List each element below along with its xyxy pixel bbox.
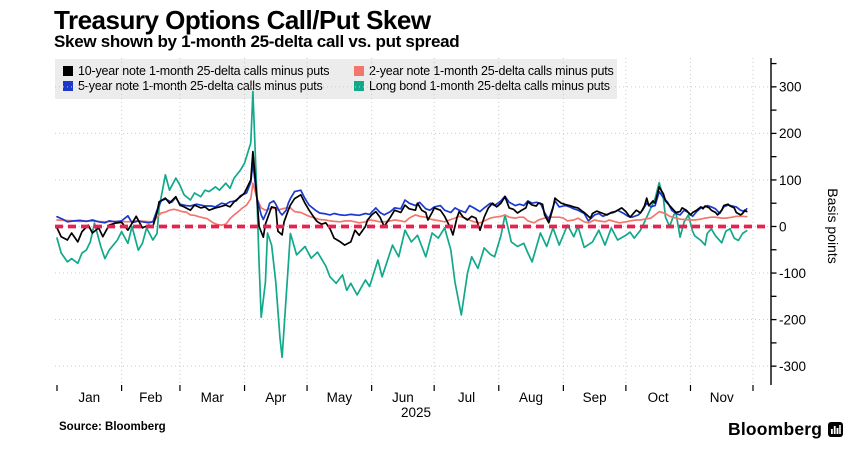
x-tick-label: Feb: [139, 390, 162, 405]
y-tick-label: -200: [779, 312, 806, 327]
y-tick-label: 300: [779, 80, 802, 95]
source-note: Source: Bloomberg: [59, 421, 166, 433]
legend-swatch-5-year: [63, 81, 73, 91]
y-tick-label: 100: [779, 173, 802, 188]
legend-label-2-year: 2-year note 1-month 25-delta calls minus…: [369, 64, 614, 78]
chart-legend: 10-year note 1-month 25-delta calls minu…: [55, 59, 617, 99]
legend-label-5-year: 5-year note 1-month 25-delta calls minus…: [78, 79, 323, 93]
y-tick-label: -100: [779, 266, 806, 281]
legend-item-2-year: 2-year note 1-month 25-delta calls minus…: [354, 64, 614, 78]
bloomberg-wordmark: Bloomberg: [728, 419, 823, 439]
y-tick-label: -300: [779, 359, 806, 374]
x-tick-label: Jul: [458, 390, 475, 405]
chart-subtitle: Skew shown by 1-month 25-delta call vs. …: [54, 32, 460, 51]
series-line-3: [56, 90, 748, 359]
series-line-0: [56, 150, 748, 246]
legend-item-long-bond: Long bond 1-month 25-delta calls minus p…: [354, 79, 614, 93]
x-tick-label: Oct: [648, 390, 669, 405]
x-tick-label: Mar: [201, 390, 225, 405]
series-line-1: [56, 182, 748, 226]
legend-label-long-bond: Long bond 1-month 25-delta calls minus p…: [369, 79, 610, 93]
legend-swatch-2-year: [354, 66, 364, 76]
y-tick-label: 0: [779, 219, 787, 234]
legend-label-10-year: 10-year note 1-month 25-delta calls minu…: [78, 64, 330, 78]
x-tick-label: Jan: [78, 390, 100, 405]
x-tick-label: Nov: [710, 390, 734, 405]
x-tick-label: Jun: [392, 390, 414, 405]
x-tick-label: May: [327, 390, 353, 405]
y-axis-title: Basis points: [825, 188, 841, 263]
page-title: Treasury Options Call/Put Skew: [54, 5, 431, 35]
x-tick-label: Sep: [583, 390, 607, 405]
bloomberg-logo: Bloomberg: [728, 419, 844, 440]
series-line-2: [56, 161, 748, 224]
x-axis-year-label: 2025: [401, 405, 431, 420]
y-tick-label: 200: [779, 126, 802, 141]
legend-item-10-year: 10-year note 1-month 25-delta calls minu…: [63, 64, 350, 78]
legend-item-5-year: 5-year note 1-month 25-delta calls minus…: [63, 79, 350, 93]
legend-swatch-10-year: [63, 66, 73, 76]
legend-swatch-long-bond: [354, 81, 364, 91]
x-tick-label: Aug: [519, 390, 543, 405]
x-tick-label: Apr: [265, 390, 287, 405]
bloomberg-mark-icon: [828, 422, 844, 437]
